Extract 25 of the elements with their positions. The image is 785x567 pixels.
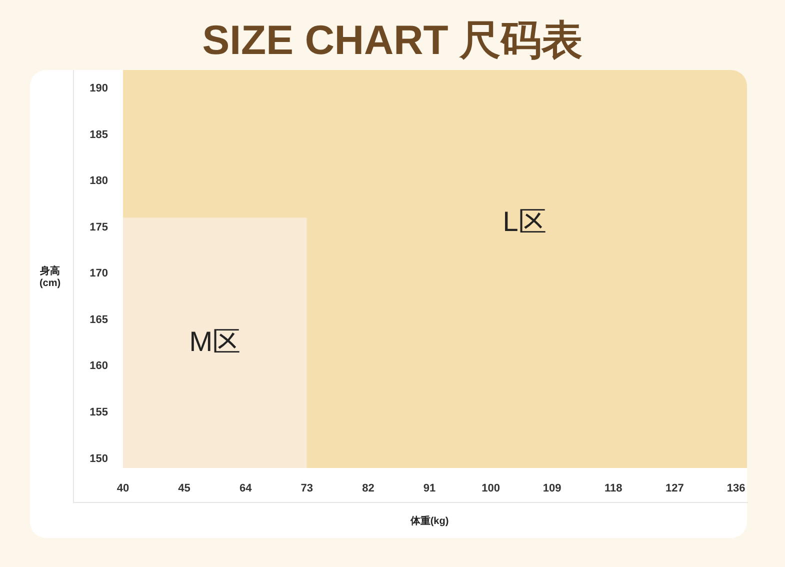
x-tick-label: 40 [116,482,130,495]
x-tick-label: 118 [604,482,622,495]
x-tick-label: 91 [423,482,436,495]
y-tick-label: 190 [90,82,108,95]
y-tick-label: 150 [90,452,108,465]
annotation: L区 [502,206,546,237]
y-tick-label: 175 [90,221,108,234]
y-tick-label: 170 [90,268,108,280]
x-axis-title: 体重(kg) [409,514,449,527]
x-tick-label: 45 [178,482,190,495]
y-tick-label: 155 [90,406,108,418]
series-label: M区 [189,326,241,357]
x-tick-label: 82 [362,482,374,495]
y-tick-label: 160 [90,360,108,372]
x-tick-label: 100 [482,482,500,495]
x-tick-label: 64 [239,482,253,495]
y-tick-label: 165 [90,314,108,326]
x-tick-label: 136 [726,482,746,495]
y-tick-label: 180 [90,175,108,188]
y-tick-label: 185 [90,128,108,141]
chart-title: SIZE CHART 尺码表 [201,16,584,65]
x-tick-label: 109 [542,482,562,495]
x-tick-label: 73 [300,482,314,495]
x-tick-label: 127 [666,482,684,495]
y-axis-title: 身高(cm) [38,266,62,290]
